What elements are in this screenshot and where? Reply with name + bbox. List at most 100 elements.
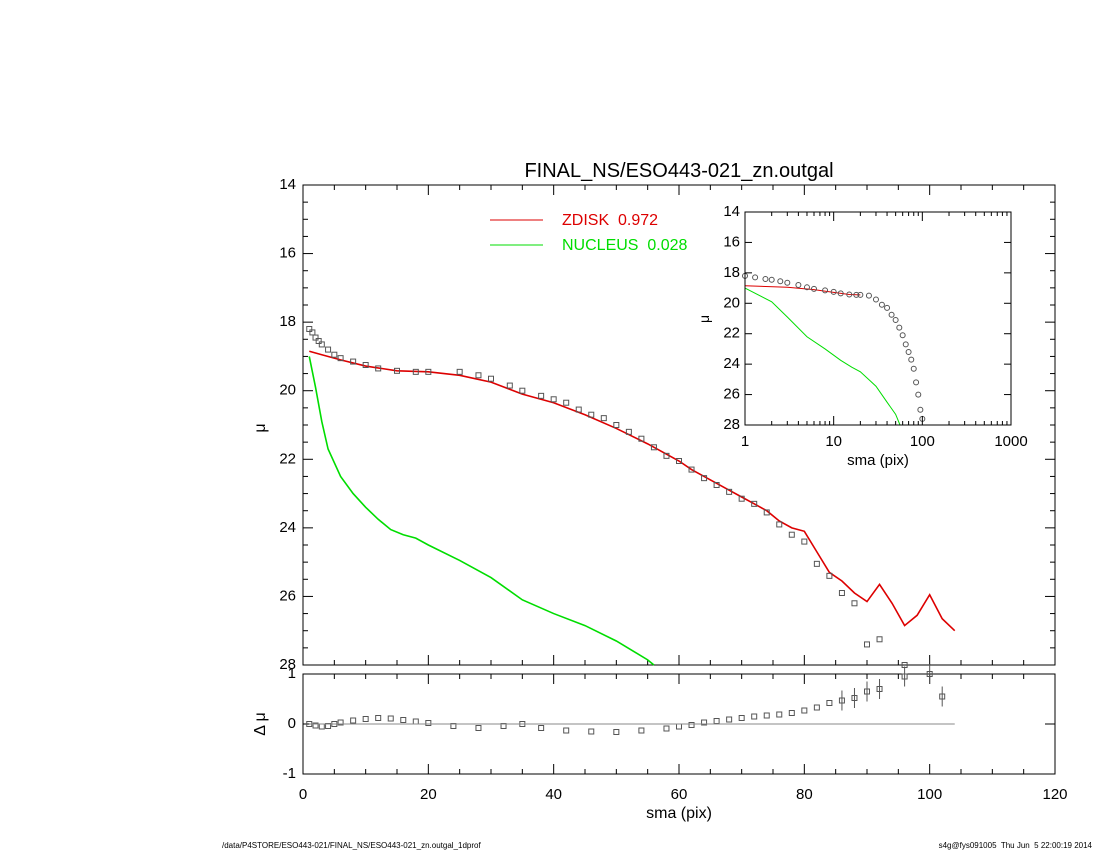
residual-marker	[613, 729, 620, 735]
data-marker	[688, 466, 695, 473]
data-marker	[776, 521, 783, 528]
residual-marker	[688, 722, 695, 728]
data-marker	[350, 358, 357, 365]
x-tick-label: 0	[299, 786, 307, 803]
data-marker	[613, 422, 620, 428]
x-tick-label: 80	[796, 786, 813, 803]
x-tick-label: 60	[671, 786, 688, 803]
inset-data-marker	[752, 274, 759, 281]
inset-data-marker	[795, 282, 802, 289]
inset-y-tick-label: 14	[723, 203, 740, 220]
data-marker	[864, 641, 870, 648]
data-marker	[638, 435, 645, 442]
inset-y-tick-label: 20	[723, 294, 740, 311]
data-marker	[738, 495, 745, 502]
data-marker	[650, 444, 657, 451]
main-y-label: μ	[252, 423, 269, 432]
x-tick-label: 40	[545, 786, 562, 803]
data-marker	[475, 372, 482, 379]
data-marker	[519, 387, 526, 394]
series-line-1	[308, 356, 655, 666]
y-tick-label: 14	[279, 176, 296, 193]
residual-marker	[713, 718, 720, 724]
inset-data-marker	[892, 317, 899, 324]
data-marker	[375, 365, 382, 372]
inset-data-marker	[905, 348, 912, 355]
data-marker	[826, 572, 833, 579]
data-marker	[325, 346, 332, 353]
inset-data-marker	[803, 284, 810, 291]
inset-data-marker	[899, 332, 906, 339]
inset-data-marker	[810, 285, 817, 292]
data-marker	[625, 428, 632, 435]
data-marker	[506, 382, 513, 389]
data-marker	[813, 560, 820, 567]
data-marker	[726, 488, 733, 495]
inset-background	[745, 212, 1011, 425]
residual-marker	[375, 715, 382, 721]
inset-data-marker	[777, 278, 784, 285]
inset-data-marker	[846, 291, 853, 298]
data-marker	[788, 531, 795, 538]
inset-data-marker	[837, 290, 844, 297]
inset-y-label: μ	[696, 315, 712, 323]
chart-title: FINAL_NS/ESO443-021_zn.outgal	[524, 160, 833, 182]
data-marker	[318, 341, 325, 348]
inset-data-marker	[915, 391, 922, 398]
residual-marker	[475, 725, 482, 731]
residual-marker	[751, 713, 758, 720]
residual-y-tick-label: 0	[288, 715, 296, 732]
data-marker	[488, 375, 494, 382]
residual-marker	[425, 720, 432, 726]
data-marker	[306, 326, 313, 332]
residual-marker	[400, 717, 407, 723]
inset-y-tick-label: 28	[723, 416, 740, 433]
residual-marker	[801, 707, 808, 714]
inset-y-tick-label: 24	[723, 355, 740, 372]
inset-series-line-0	[744, 285, 861, 296]
data-marker	[701, 475, 708, 482]
data-marker	[563, 399, 570, 406]
residual-y-label: Δ μ	[252, 712, 269, 735]
residual-marker	[864, 688, 870, 695]
y-tick-label: 22	[279, 450, 296, 467]
residual-marker	[312, 722, 319, 729]
inset-data-marker	[822, 287, 829, 294]
inset-data-marker	[762, 275, 769, 282]
residual-marker	[901, 673, 908, 680]
inset-data-marker	[857, 291, 864, 298]
data-marker	[362, 362, 369, 368]
data-marker	[801, 538, 808, 545]
residual-marker	[939, 693, 946, 700]
residual-marker	[337, 719, 344, 726]
x-tick-label: 20	[420, 786, 437, 803]
residual-marker	[838, 697, 845, 704]
residual-marker	[563, 727, 570, 734]
data-marker	[663, 452, 670, 459]
inset-data-marker	[917, 406, 924, 413]
x-tick-label: 100	[917, 786, 942, 803]
main-axis-ticks: 14 16 18 20 22 24 26 28	[279, 176, 1056, 673]
data-marker	[713, 482, 720, 488]
residual-marker	[701, 719, 708, 726]
residual-marker	[776, 711, 783, 718]
data-marker	[394, 367, 400, 374]
residual-marker	[926, 671, 933, 677]
data-marker	[851, 600, 858, 607]
inset-x-tick-label: 1000	[994, 433, 1027, 450]
inset-data-marker	[872, 296, 879, 303]
data-marker	[751, 500, 758, 507]
data-marker	[425, 368, 432, 375]
inset-axis-ticks: 14 16 18 20 22 24 26 281 10 100 1000	[723, 203, 1027, 450]
inset-data-marker	[884, 304, 891, 311]
residual-marker	[813, 704, 820, 711]
residual-marker	[876, 686, 883, 692]
inset-x-label: sma (pix)	[847, 452, 909, 469]
data-marker	[763, 509, 770, 516]
inset-data-marker	[910, 365, 917, 372]
residual-series-group	[306, 664, 955, 735]
legend: ZDISK 0.972 NUCLEUS 0.028	[490, 212, 687, 254]
residual-marker	[387, 715, 394, 722]
footer-file-path: /data/P4STORE/ESO443-021/FINAL_NS/ESO443…	[222, 841, 481, 850]
